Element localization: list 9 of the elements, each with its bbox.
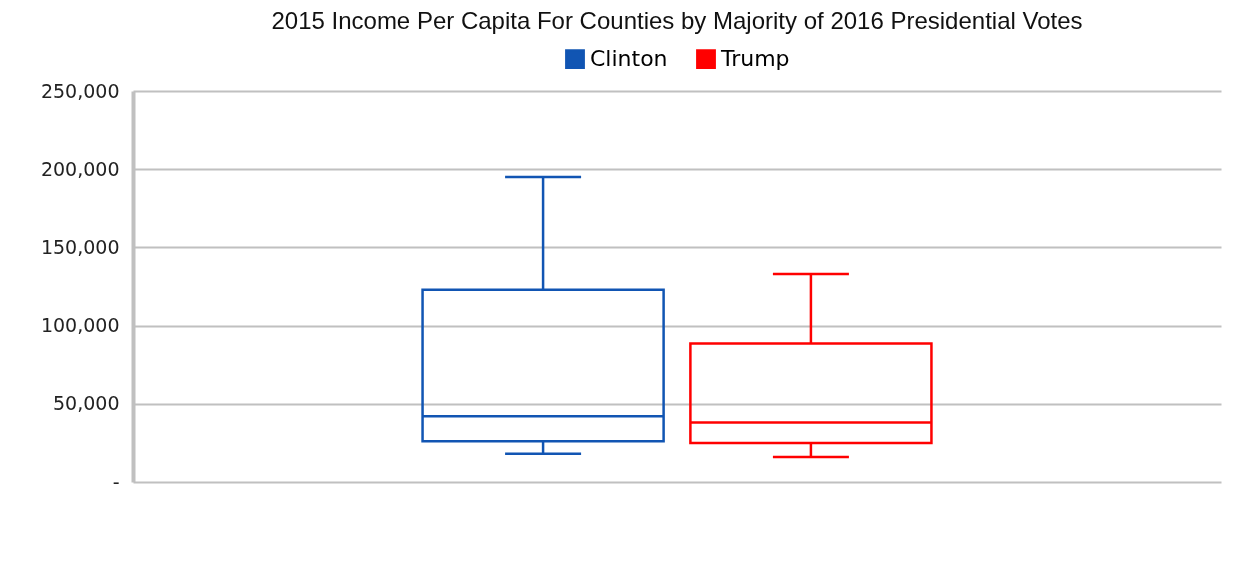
- y-tick-label: 150,000: [40, 235, 120, 258]
- y-tick-label: 200,000: [40, 157, 120, 180]
- y-tick-label: 250,000: [40, 79, 120, 102]
- y-tick-label: 100,000: [40, 314, 120, 337]
- y-tick-label: 50,000: [53, 392, 120, 415]
- legend-label: Trump: [720, 46, 790, 72]
- chart-title: 2015 Income Per Capita For Counties by Majority of 2016 Presidential Votes: [271, 7, 1083, 34]
- legend-label: Clinton: [590, 46, 668, 72]
- y-tick-label: -: [112, 470, 120, 493]
